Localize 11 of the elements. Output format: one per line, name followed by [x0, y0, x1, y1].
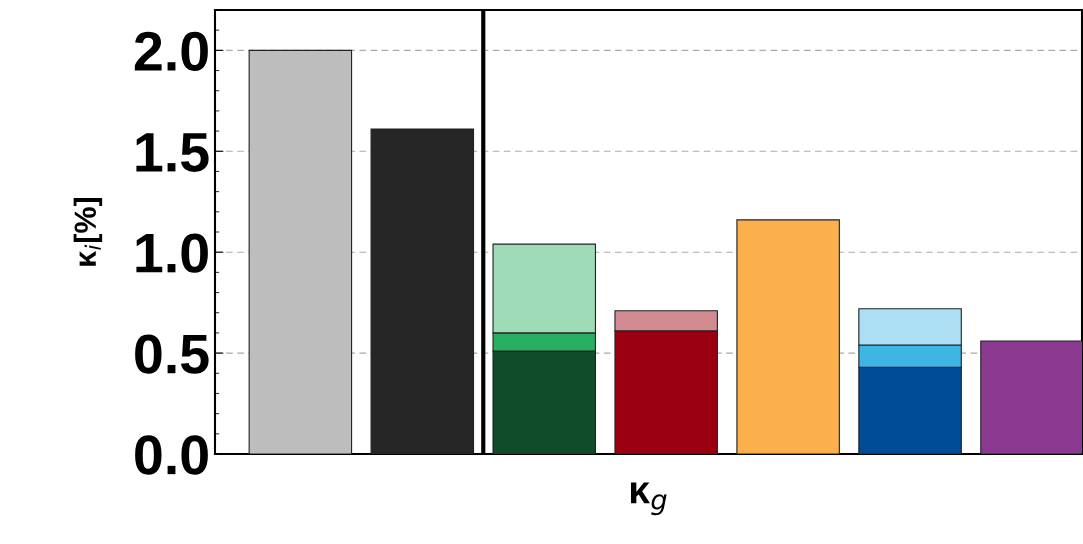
bar: [370, 128, 475, 454]
y-axis-title: κ$_{i}$[%]: [73, 197, 103, 266]
x-axis-title: κ$_{g}$: [630, 482, 667, 516]
bar: [980, 340, 1082, 454]
y-tick-label: 0.0: [135, 435, 208, 475]
bar: [248, 49, 353, 454]
bar: [736, 219, 840, 454]
y-tick-label: 0.5: [135, 334, 209, 374]
y-tick-label: 1.5: [136, 133, 209, 172]
y-tick-label: 2.0: [134, 31, 208, 72]
y-tick-label: 1.0: [136, 233, 208, 273]
